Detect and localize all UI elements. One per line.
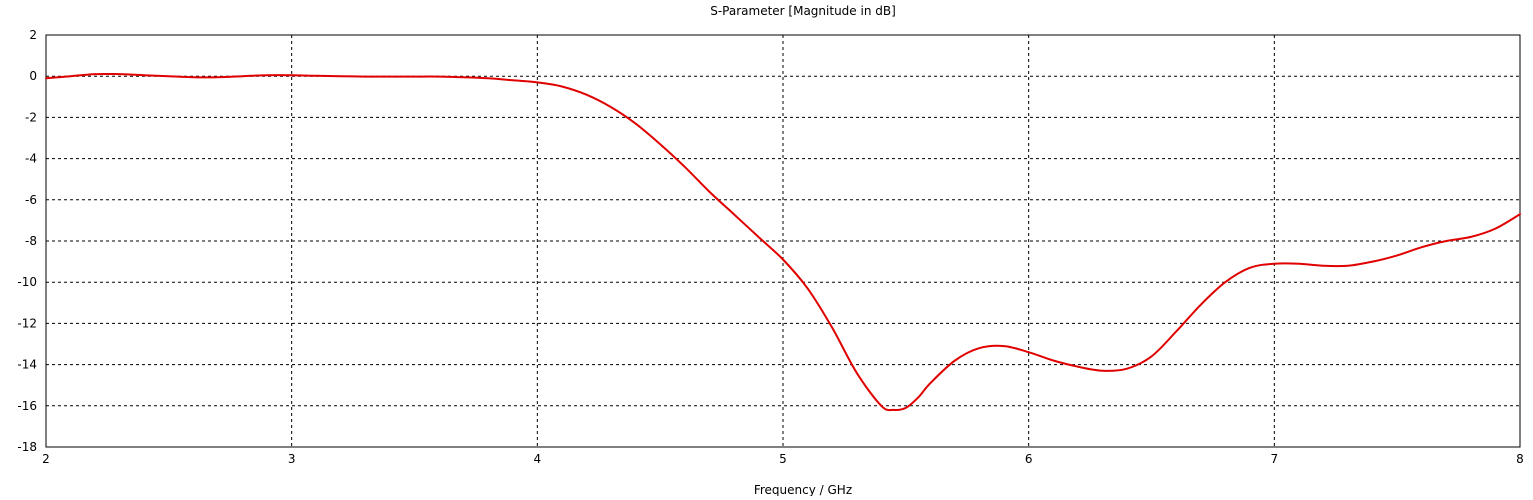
y-tick-label: -10 — [17, 275, 37, 289]
x-tick-label: 8 — [1516, 452, 1524, 466]
x-tick-label: 7 — [1271, 452, 1279, 466]
x-tick-label: 4 — [534, 452, 542, 466]
y-tick-label: -8 — [25, 234, 37, 248]
y-tick-label: -4 — [25, 152, 37, 166]
y-tick-label: -18 — [17, 440, 37, 454]
x-axis-label: Frequency / GHz — [754, 483, 852, 496]
chart-title: S-Parameter [Magnitude in dB] — [710, 4, 896, 18]
y-tick-label: -6 — [25, 193, 37, 207]
x-tick-label: 6 — [1025, 452, 1033, 466]
plot-frame — [45, 34, 1521, 448]
y-tick-label: 0 — [29, 69, 37, 83]
y-tick-label: -14 — [17, 358, 37, 372]
axis-ticks: 2 3 4 5 6 7 8 2 0 -2 -4 -6 -8 -10 -12 -14 -16 -18 — [17, 28, 1523, 466]
x-tick-label: 3 — [288, 452, 296, 466]
grid — [46, 35, 1520, 447]
y-tick-label: -2 — [25, 110, 37, 124]
series-line — [45, 72, 1521, 412]
y-tick-label: 2 — [29, 28, 37, 42]
x-tick-label: 2 — [42, 452, 50, 466]
series-layer — [45, 72, 1521, 412]
x-tick-label: 5 — [779, 452, 787, 466]
y-tick-label: -12 — [17, 316, 37, 330]
y-tick-label: -16 — [17, 399, 37, 413]
